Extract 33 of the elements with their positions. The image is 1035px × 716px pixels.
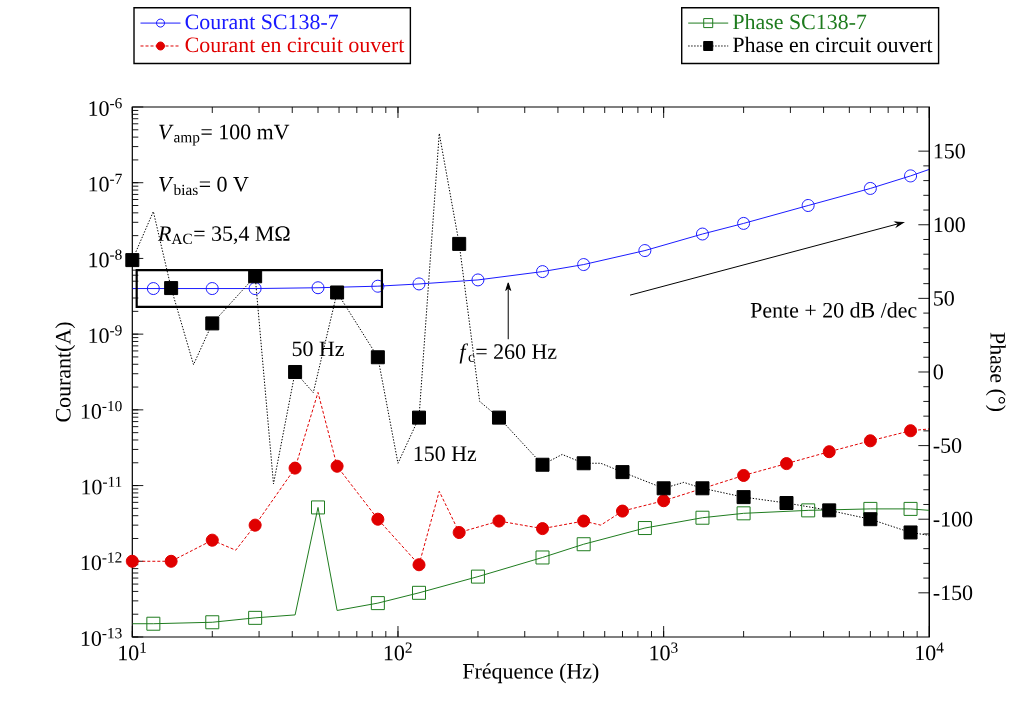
- y-tick-label: 10$^{-7}$: [89, 173, 122, 192]
- legend-label: Phase en circuit ouvert: [732, 36, 933, 53]
- legend-label: Courant SC138-7: [185, 14, 339, 30]
- y2-tick-label: 0: [933, 364, 943, 380]
- y2-tick-label: 50: [934, 290, 954, 306]
- annotation: 50 Hz: [292, 341, 344, 357]
- annotation: f$_{c}$= 260 Hz: [459, 343, 557, 364]
- y2-tick-label: -100: [933, 511, 973, 527]
- y-axis-title: Courant(A): [55, 322, 76, 422]
- annotation: V$_{bias}$= 0 V: [159, 176, 249, 196]
- y-tick-label: 10$^{-13}$: [81, 628, 122, 646]
- y2-tick-label: 150: [934, 143, 965, 159]
- legend-label: Courant en circuit ouvert: [185, 37, 405, 53]
- y-tick-label: 10$^{-8}$: [89, 249, 122, 268]
- y-tick-label: 10$^{-12}$: [81, 552, 122, 571]
- y-tick-label: 10$^{-11}$: [82, 476, 122, 495]
- annotation: V$_{amp}$= 100 mV: [159, 124, 290, 146]
- annotation: R$_{AC}$= 35,4 MΩ: [157, 226, 290, 245]
- x-tick-label: 10$^{2}$: [384, 642, 412, 661]
- annotation: 150 Hz: [414, 446, 477, 462]
- y-tick-label: 10$^{-6}$: [89, 98, 122, 116]
- y-tick-label: 10$^{-9}$: [89, 325, 122, 344]
- y2-tick-label: -50: [933, 438, 962, 453]
- x-tick-label: 10$^{3}$: [650, 642, 678, 661]
- y2-axis-title: Phase (°): [985, 332, 1006, 412]
- x-tick-label: 10$^{1}$: [119, 642, 146, 661]
- y-tick-label: 10$^{-10}$: [81, 400, 122, 419]
- y2-tick-label: 100: [934, 217, 965, 233]
- annotation: Pente + 20 dB /dec: [750, 302, 917, 318]
- x-axis-title: Fréquence (Hz): [462, 663, 599, 684]
- legend-label: Phase SC138-7: [732, 13, 867, 30]
- y2-tick-label: -150: [933, 585, 973, 601]
- x-tick-label: 10$^{4}$: [916, 642, 944, 661]
